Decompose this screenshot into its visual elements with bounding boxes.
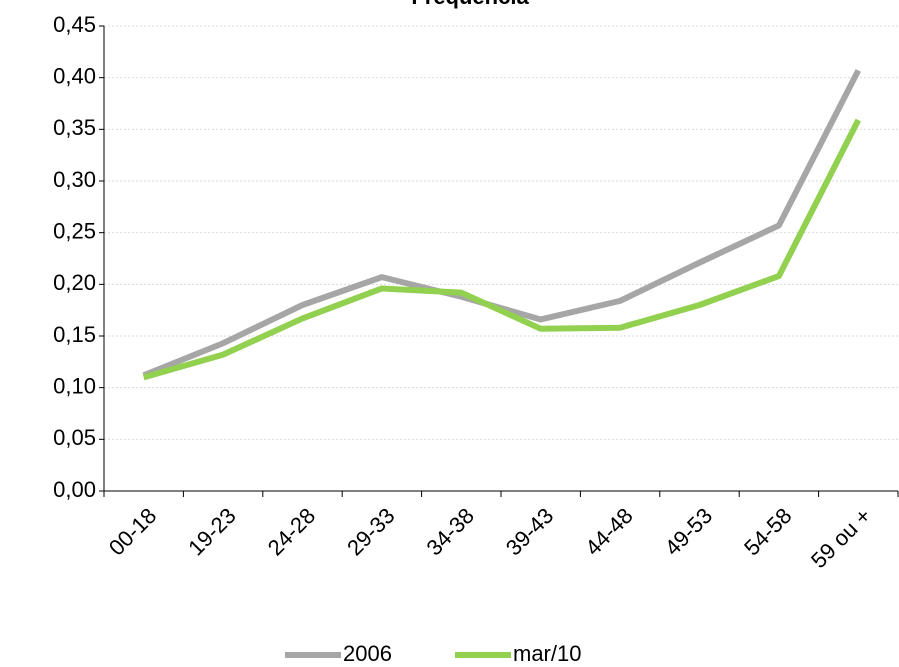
legend-label: 2006 (343, 641, 392, 666)
x-tick-label: 49-53 (660, 503, 717, 560)
y-tick-label: 0,15 (53, 322, 96, 347)
y-tick-label: 0,10 (53, 373, 96, 398)
y-tick-label: 0,45 (53, 12, 96, 37)
series-line (142, 118, 861, 381)
x-tick-label: 00-18 (104, 503, 161, 560)
chart-title: Frequência (411, 0, 529, 9)
x-tick-label: 19-23 (183, 503, 240, 560)
x-tick-label: 54-58 (739, 503, 796, 560)
x-tick-label: 59 ou + (806, 503, 876, 573)
y-tick-label: 0,30 (53, 167, 96, 192)
x-tick-label: 34-38 (421, 503, 478, 560)
y-tick-label: 0,20 (53, 270, 96, 295)
y-tick-label: 0,40 (53, 63, 96, 88)
y-tick-label: 0,35 (53, 115, 96, 140)
x-tick-label: 24-28 (263, 503, 320, 560)
x-tick-label: 29-33 (342, 503, 399, 560)
series-line (142, 69, 861, 379)
x-tick-label: 39-43 (501, 503, 558, 560)
y-tick-label: 0,05 (53, 425, 96, 450)
y-tick-label: 0,00 (53, 477, 96, 502)
y-tick-label: 0,25 (53, 218, 96, 243)
x-tick-label: 44-48 (580, 503, 637, 560)
legend-label: mar/10 (513, 641, 581, 666)
